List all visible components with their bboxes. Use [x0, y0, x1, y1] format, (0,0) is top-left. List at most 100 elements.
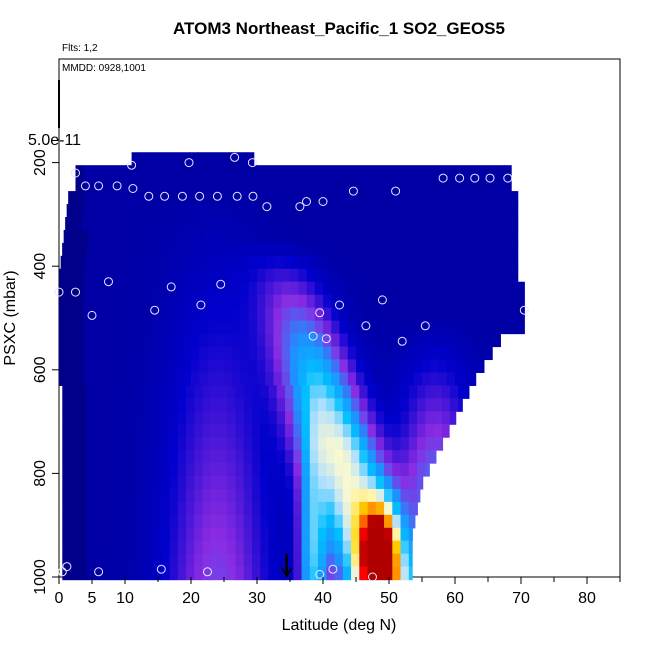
heatmap-cell	[133, 320, 143, 335]
heatmap-cell	[108, 294, 118, 309]
heatmap-cell	[207, 178, 217, 192]
heatmap-cell	[182, 268, 192, 283]
heatmap-cell	[92, 359, 101, 373]
observation-point	[328, 564, 338, 574]
heatmap-cell	[334, 514, 344, 529]
heatmap-cell	[375, 527, 385, 542]
heatmap-cell	[384, 540, 393, 555]
heatmap-cell	[281, 320, 291, 335]
heatmap-cell	[415, 255, 425, 270]
heatmap-cell	[370, 216, 380, 231]
heatmap-cell	[367, 411, 377, 425]
heatmap-cell	[250, 255, 260, 270]
heatmap-cell	[392, 527, 402, 542]
heatmap-cell	[367, 475, 377, 490]
heatmap-cell	[413, 307, 423, 322]
heatmap-cell	[302, 229, 312, 244]
heatmap-cell	[243, 488, 253, 503]
heatmap-cell	[111, 475, 121, 490]
heatmap-cell	[433, 424, 443, 438]
heatmap-cell	[144, 385, 154, 399]
heatmap-cell	[75, 359, 85, 373]
heatmap-cell	[417, 501, 418, 516]
heatmap-cell	[317, 242, 327, 257]
heatmap-cell	[417, 475, 424, 490]
heatmap-cell	[326, 424, 336, 438]
heatmap-cell	[342, 488, 352, 503]
heatmap-cell	[463, 307, 473, 322]
heatmap-cell	[87, 424, 96, 438]
heatmap-cell	[491, 242, 500, 257]
heatmap-cell	[347, 346, 357, 361]
heatmap-cell	[469, 216, 479, 231]
heatmap-cell	[219, 501, 228, 516]
heatmap-cell	[446, 268, 456, 283]
heatmap-cell	[215, 178, 225, 192]
heatmap-cell	[455, 346, 464, 361]
heatmap-cell	[384, 501, 393, 516]
heatmap-cell	[136, 437, 146, 451]
heatmap-cell	[471, 333, 481, 348]
heatmap-cell	[73, 216, 83, 231]
heatmap-cell	[142, 191, 152, 205]
heatmap-cell	[293, 398, 303, 412]
heatmap-cell	[257, 333, 266, 348]
heatmap-cell	[133, 178, 143, 192]
heatmap-cell	[153, 424, 162, 438]
heatmap-cell	[404, 204, 414, 218]
heatmap-cell	[104, 229, 114, 244]
heatmap-cell	[451, 229, 461, 244]
heatmap-cell	[134, 191, 143, 205]
heatmap-cell	[265, 178, 275, 192]
heatmap-cell	[470, 204, 480, 218]
heatmap-cell	[67, 281, 77, 296]
heatmap-cell	[87, 540, 96, 555]
observation-point	[196, 300, 206, 310]
heatmap-cell	[78, 475, 88, 490]
heatmap-cell	[194, 463, 204, 477]
heatmap-cell	[462, 204, 472, 218]
heatmap-cell	[446, 333, 456, 348]
observation-point	[247, 158, 257, 168]
heatmap-cell	[446, 294, 456, 309]
heatmap-cell	[298, 346, 308, 361]
heatmap-cell	[298, 165, 308, 179]
heatmap-cell	[347, 307, 357, 322]
observation-point	[503, 173, 513, 183]
heatmap-cell	[492, 229, 502, 244]
heatmap-cell	[440, 255, 449, 270]
heatmap-cell	[67, 346, 77, 361]
heatmap-cell	[309, 527, 319, 542]
heatmap-cell	[248, 178, 258, 192]
heatmap-cell	[206, 204, 216, 218]
heatmap-cell	[504, 165, 512, 179]
heatmap-cell	[120, 553, 129, 568]
heatmap-cell	[463, 320, 473, 335]
heatmap-cell	[248, 307, 258, 322]
heatmap-cell	[144, 398, 154, 412]
heatmap-cell	[359, 385, 369, 399]
heatmap-cell	[202, 424, 212, 438]
heatmap-cell	[305, 204, 315, 218]
heatmap-cell	[108, 165, 118, 179]
heatmap-cell	[219, 411, 228, 425]
heatmap-cell	[380, 307, 390, 322]
heatmap-cell	[496, 320, 506, 335]
heatmap-cell	[326, 411, 336, 425]
heatmap-cell	[323, 333, 332, 348]
heatmap-cell	[323, 372, 332, 386]
heatmap-cell	[186, 475, 195, 490]
heatmap-cell	[314, 372, 324, 386]
heatmap-cell	[372, 268, 382, 283]
heatmap-cell	[318, 527, 327, 542]
heatmap-cell	[306, 333, 316, 348]
heatmap-cell	[125, 307, 134, 322]
heatmap-cell	[400, 398, 410, 412]
heatmap-cell	[347, 178, 357, 192]
heatmap-cell	[293, 501, 303, 516]
heatmap-cell	[232, 320, 242, 335]
heatmap-cell	[232, 281, 242, 296]
heatmap-cell	[108, 333, 118, 348]
observation-point	[470, 173, 480, 183]
heatmap-cell	[309, 424, 319, 438]
